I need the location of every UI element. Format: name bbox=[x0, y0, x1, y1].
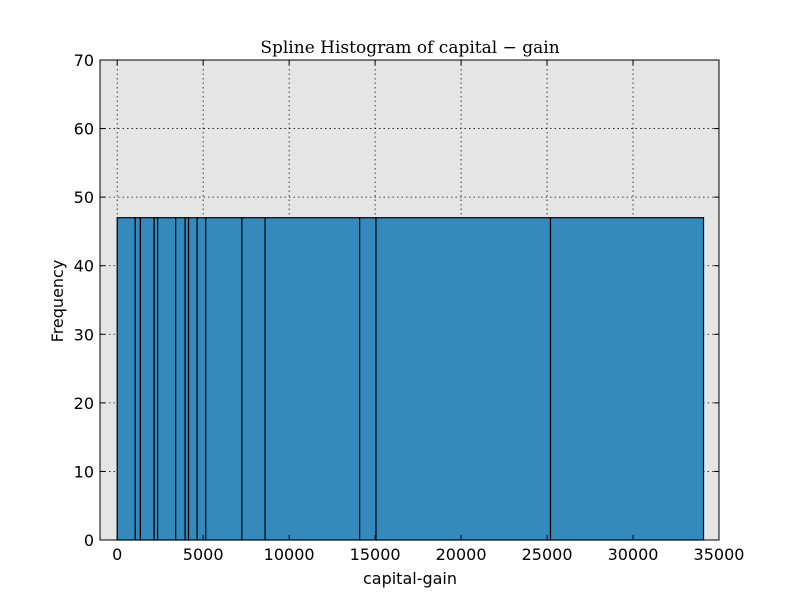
y-axis-label: Frequency bbox=[48, 260, 67, 343]
histogram-bar bbox=[241, 217, 266, 541]
y-tick-label: 0 bbox=[84, 531, 94, 550]
plot-frame bbox=[99, 59, 720, 541]
histogram-bar bbox=[549, 217, 705, 541]
x-tick-label: 20000 bbox=[436, 545, 487, 564]
histogram-bar bbox=[139, 217, 155, 541]
histogram-bar bbox=[187, 217, 198, 541]
bars bbox=[116, 217, 705, 541]
y-tick-label: 10 bbox=[74, 462, 94, 481]
x-tick-label: 35000 bbox=[694, 545, 745, 564]
y-tick-label: 50 bbox=[74, 188, 94, 207]
x-axis-label: capital-gain bbox=[363, 569, 457, 588]
histogram-bar bbox=[134, 217, 142, 541]
y-tick-label: 20 bbox=[74, 394, 94, 413]
histogram-bar bbox=[359, 217, 377, 541]
y-tick-label: 60 bbox=[74, 120, 94, 139]
y-tick-label: 70 bbox=[74, 51, 94, 70]
x-tick-label: 30000 bbox=[608, 545, 659, 564]
x-tick-label: 25000 bbox=[522, 545, 573, 564]
histogram-bar bbox=[116, 217, 136, 541]
histogram-bar bbox=[264, 217, 361, 541]
x-tick-label: 5000 bbox=[183, 545, 224, 564]
chart-title: Spline Histogram of capital − gain bbox=[260, 38, 559, 58]
y-tick-label: 30 bbox=[74, 325, 94, 344]
histogram-bar bbox=[175, 217, 186, 541]
x-tick-label: 10000 bbox=[264, 545, 315, 564]
y-tick-label: 40 bbox=[74, 257, 94, 276]
histogram-bar bbox=[196, 217, 207, 541]
histogram-bar bbox=[157, 217, 177, 541]
histogram-bar bbox=[375, 217, 552, 541]
histogram-bar bbox=[205, 217, 243, 541]
axis-ticks: 0 5000 10000 15000 20000 25000 30000 35000 0 10 20… bbox=[74, 51, 745, 564]
x-tick-label: 15000 bbox=[350, 545, 401, 564]
x-tick-label: 0 bbox=[112, 545, 122, 564]
